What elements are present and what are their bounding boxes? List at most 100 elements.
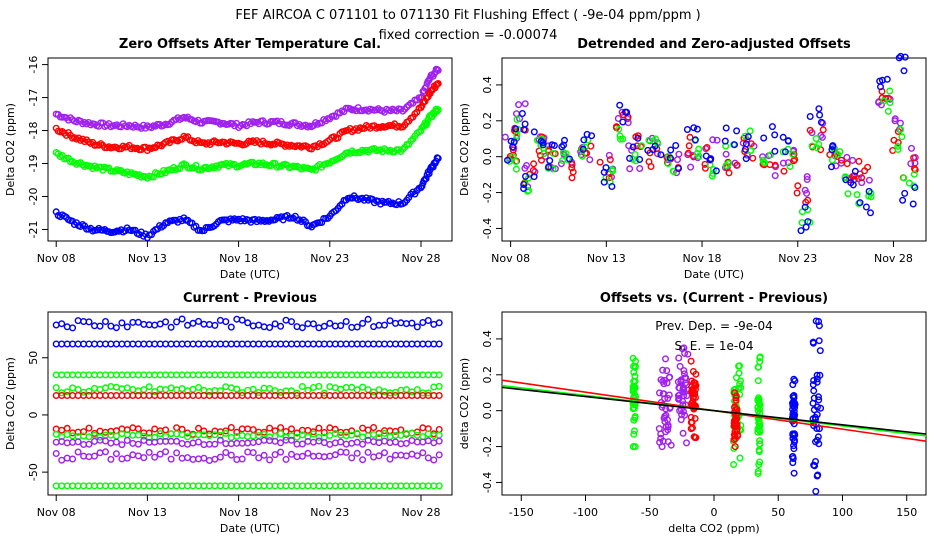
data-point	[638, 142, 646, 150]
data-point	[233, 428, 241, 436]
data-point	[271, 371, 279, 379]
x-tick-label: Nov 13	[128, 506, 167, 519]
data-point	[897, 125, 905, 133]
data-point	[162, 448, 170, 456]
data-point	[227, 371, 235, 379]
x-tick-label: -50	[641, 506, 659, 519]
data-point	[342, 371, 350, 379]
x-tick-label: Nov 28	[402, 252, 441, 265]
data-point	[784, 137, 792, 145]
data-point	[605, 174, 613, 182]
data-point	[756, 440, 764, 448]
data-point	[375, 452, 383, 460]
data-point	[386, 433, 394, 441]
data-point	[689, 394, 697, 402]
data-point	[510, 138, 518, 146]
data-point	[907, 160, 915, 168]
data-point	[819, 126, 827, 134]
data-point	[687, 357, 695, 365]
data-point	[112, 482, 120, 490]
data-point	[685, 142, 693, 150]
data-point	[249, 439, 257, 447]
data-point	[222, 383, 230, 391]
data-point	[266, 392, 274, 400]
x-axis-label: Date (UTC)	[220, 268, 280, 281]
data-point	[173, 430, 181, 438]
data-point	[631, 362, 639, 370]
data-point	[580, 136, 588, 144]
data-point	[200, 427, 208, 435]
data-point	[790, 469, 798, 477]
data-point	[337, 448, 345, 456]
y-tick-label: 0.4	[481, 76, 494, 94]
data-point	[227, 451, 235, 459]
data-point	[636, 155, 644, 163]
data-point	[162, 318, 170, 326]
data-point	[370, 438, 378, 446]
data-point	[865, 187, 873, 195]
data-point	[162, 426, 170, 434]
data-point	[886, 87, 894, 95]
data-point	[533, 136, 541, 144]
data-point	[419, 319, 427, 327]
data-point	[809, 339, 817, 347]
data-point	[364, 315, 372, 323]
data-point	[418, 182, 426, 190]
data-point	[189, 455, 197, 463]
data-point	[691, 136, 699, 144]
data-point	[520, 184, 528, 192]
data-point	[761, 159, 769, 167]
data-point	[877, 83, 885, 91]
data-point	[435, 437, 443, 445]
data-point	[244, 433, 252, 441]
data-point	[227, 440, 235, 448]
data-point	[504, 156, 512, 164]
data-point	[288, 450, 296, 458]
data-point	[96, 392, 104, 400]
data-point	[609, 167, 617, 175]
data-point	[679, 429, 687, 437]
data-point	[780, 167, 788, 175]
data-point	[675, 150, 683, 158]
data-point	[298, 440, 306, 448]
data-point	[118, 385, 126, 393]
data-point	[713, 136, 721, 144]
data-point	[681, 349, 689, 357]
data-point	[616, 101, 624, 109]
data-point	[112, 324, 120, 332]
data-point	[559, 156, 567, 164]
data-point	[690, 379, 698, 387]
data-point	[435, 482, 443, 490]
data-point	[331, 451, 339, 459]
data-point	[608, 182, 616, 190]
data-point	[847, 179, 855, 187]
data-point	[434, 79, 442, 87]
data-point	[672, 141, 680, 149]
y-tick-label: -17	[27, 89, 40, 107]
data-point	[178, 315, 186, 323]
data-point	[112, 371, 120, 379]
data-point	[238, 425, 246, 433]
data-point	[397, 426, 405, 434]
data-point	[74, 448, 82, 456]
data-point	[851, 167, 859, 175]
data-point	[811, 462, 819, 470]
data-point	[810, 394, 818, 402]
data-point	[884, 107, 892, 115]
y-tick-label: 0.2	[481, 112, 494, 130]
data-point	[238, 432, 246, 440]
data-point	[249, 449, 257, 457]
data-point	[123, 436, 131, 444]
data-point	[96, 385, 104, 393]
data-point	[320, 389, 328, 397]
data-point	[123, 384, 131, 392]
data-point	[690, 124, 698, 132]
data-point	[74, 371, 82, 379]
data-point	[890, 136, 898, 144]
data-point	[838, 156, 846, 164]
data-point	[661, 376, 669, 384]
data-point	[342, 318, 350, 326]
data-point	[789, 392, 797, 400]
data-point	[386, 340, 394, 348]
data-point	[178, 454, 186, 462]
